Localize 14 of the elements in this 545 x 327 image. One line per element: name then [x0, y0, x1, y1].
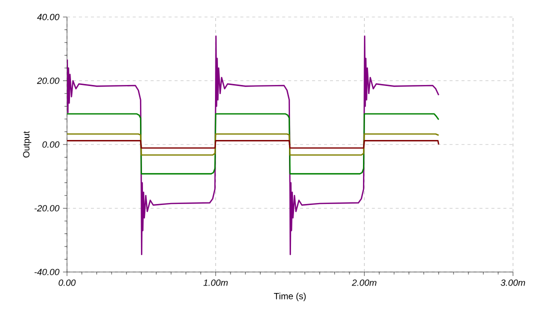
line-series: [67, 133, 440, 156]
y-tick-label: 40.00: [37, 14, 60, 20]
line-series: [67, 113, 440, 174]
y-tick-label: -40.00: [34, 268, 60, 276]
x-tick-label: 2.00m: [352, 280, 376, 286]
y-tick-label: 20.00: [36, 78, 60, 84]
y-axis-title: Output: [23, 131, 32, 158]
x-tick-label: 1.00m: [203, 280, 228, 286]
y-tick-label: 0.00: [42, 141, 60, 148]
x-axis-title: Time (s): [274, 292, 306, 302]
x-tick-label: 3.00m: [500, 280, 526, 286]
x-tick-label: 0.00: [58, 280, 76, 286]
y-tick-label: -20.00: [34, 205, 60, 212]
line-series: [67, 35, 440, 256]
